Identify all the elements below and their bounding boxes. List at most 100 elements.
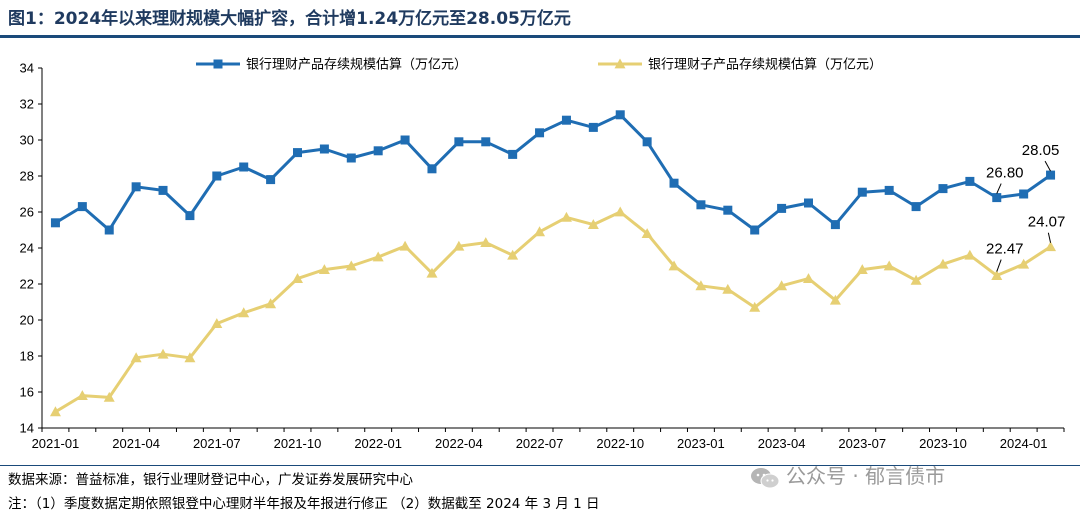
data-point [696,200,706,210]
data-point [508,149,518,159]
data-point [535,128,545,138]
data-point [399,240,411,251]
data-point [345,260,357,271]
data-point [239,162,249,172]
x-tick-label: 2023-01 [677,436,725,451]
data-point [184,352,196,363]
data-point [884,185,894,195]
data-point [400,135,410,145]
data-point [212,171,222,181]
y-tick-label: 34 [20,61,34,76]
data-point [668,260,680,271]
data-point [560,211,572,222]
data-point [426,267,438,278]
data-point [454,137,464,147]
data-point [883,260,895,271]
data-point [965,176,975,186]
y-tick-label: 28 [20,169,34,184]
legend-label: 银行理财子产品存续规模估算（万亿元） [648,58,882,73]
data-point [642,137,652,147]
chart-title: 图1：2024年以来理财规模大幅扩容，合计增1.24万亿元至28.05万亿元 [8,9,571,29]
data-point [641,228,653,238]
data-point [346,153,356,163]
data-point [1018,258,1030,269]
x-tick-label: 2023-04 [758,436,806,451]
x-tick-label: 2022-01 [354,436,402,451]
data-point [749,301,761,312]
data-point [910,274,922,285]
chart-legend: 银行理财产品存续规模估算（万亿元） 银行理财子产品存续规模估算（万亿元） [196,58,882,73]
series-layer [49,110,1057,417]
data-point [750,225,760,235]
line-chart: 14 16 18 20 22 24 26 28 30 32 34 2021-01 2021-04 2021… [20,58,1066,452]
y-tick-label: 18 [20,349,34,364]
title-rule [0,35,1080,38]
data-point [372,251,384,262]
x-tick-label: 2022-07 [516,436,564,451]
watermark: 公众号 · 郁言债市 [750,460,945,490]
data-point [723,205,733,215]
data-point [803,273,814,283]
data-point [481,137,491,147]
series-line [54,210,1052,414]
data-point [104,225,114,235]
data-point [614,206,626,217]
legend-item-1: 银行理财产品存续规模估算（万亿元） [196,58,467,73]
data-point [937,258,949,269]
x-tick-label: 2022-04 [435,436,483,451]
data-label-leader [1047,232,1052,243]
data-point [266,175,276,185]
data-point [722,283,734,294]
data-label: 24.07 [1028,214,1066,231]
data-label-leader [996,259,1002,272]
chart-axes: 14 16 18 20 22 24 26 28 30 32 34 2021-01 2021-04 2021… [20,61,1065,451]
data-label: 28.05 [1022,142,1060,159]
x-tick-label: 2024-01 [1000,436,1048,451]
x-tick-label: 2023-07 [838,436,886,451]
data-point [804,198,813,208]
data-point [614,58,626,69]
data-point [776,280,788,291]
data-point [77,202,87,212]
data-point [293,148,302,158]
x-tick-label: 2021-07 [193,436,241,451]
data-point [157,348,169,359]
data-point [185,211,195,221]
data-point [373,146,383,156]
data-point [830,220,840,230]
data-point [1019,189,1029,199]
data-label-leader [1044,160,1051,172]
y-tick-label: 22 [20,277,34,292]
x-tick-label: 2023-10 [919,436,967,451]
x-tick-label: 2021-01 [32,436,80,451]
data-point [453,240,465,251]
data-point [319,144,329,154]
data-point [130,352,142,363]
data-point [588,122,598,132]
data-point [561,115,571,125]
data-label-leader [996,183,1002,194]
y-tick-label: 24 [20,241,34,256]
data-point [131,182,141,192]
data-point [49,406,61,417]
data-point [695,280,707,291]
data-source: 数据来源：普益标准，银行业理财登记中心，广发证券发展研究中心 [8,472,413,488]
x-tick-label: 2022-10 [596,436,644,451]
data-label: 26.80 [986,165,1024,182]
footnote: 注：（1）季度数据定期依照银登中心理财半年报及年报进行修正 （2）数据截至 20… [8,496,600,512]
data-point [857,187,867,197]
data-point [427,164,437,174]
y-tick-label: 32 [20,97,34,112]
data-point [615,110,625,120]
data-point [911,202,921,212]
data-point [587,219,599,229]
data-point [964,249,976,260]
watermark-text: 公众号 · 郁言债市 [786,464,946,488]
data-point [480,237,492,247]
data-point [265,298,277,309]
data-point [991,270,1003,280]
series-2 [49,206,1057,417]
data-point [318,264,330,274]
data-point [669,178,679,188]
